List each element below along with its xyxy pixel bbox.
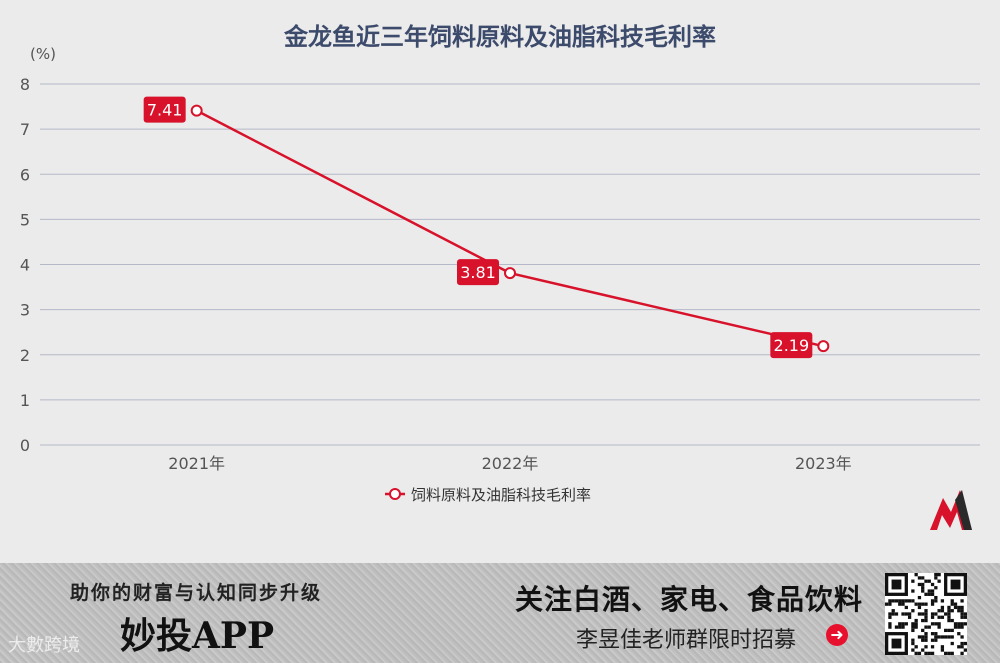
arrow-right-icon[interactable]: ➜ (826, 624, 848, 646)
y-tick-label: 5 (20, 210, 30, 229)
y-tick-label: 6 (20, 165, 30, 184)
legend-label: 饲料原料及油脂科技毛利率 (411, 486, 591, 504)
legend-marker-icon (389, 488, 401, 500)
series-layer: 7.41 3.81 2.19 (143, 96, 830, 359)
y-tick-label: 8 (20, 75, 30, 94)
footer-watermark: 大數跨境 (8, 635, 80, 656)
series-line (196, 109, 824, 348)
x-tick-label: 2022年 (482, 454, 539, 473)
grid-lines (40, 83, 980, 446)
data-label: 7.41 (147, 101, 183, 120)
data-point[interactable] (504, 267, 516, 280)
footer-banner: 助你的财富与认知同步升级 妙投APP 大數跨境 关注白酒、家电、食品饮料 李昱佳… (0, 563, 1000, 663)
data-label: 2.19 (774, 336, 810, 355)
x-tick-label: 2023年 (795, 454, 852, 473)
y-tick-label: 1 (20, 391, 30, 410)
x-tick-label: 2021年 (168, 454, 225, 473)
footer-slogan: 助你的财富与认知同步升级 (70, 582, 323, 604)
footer-promo: 关注白酒、家电、食品饮料 (515, 583, 864, 616)
y-tick-label: 4 (20, 256, 30, 275)
legend[interactable]: 饲料原料及油脂科技毛利率 (385, 486, 591, 504)
data-label-box (457, 259, 499, 286)
brand-logo-icon (930, 490, 972, 530)
data-label: 3.81 (460, 263, 496, 282)
y-unit-label: (%) (30, 45, 56, 63)
qr-code-icon[interactable] (885, 573, 967, 655)
data-label-box (770, 332, 813, 359)
data-label-box (143, 96, 186, 123)
data-point[interactable] (190, 104, 203, 117)
y-tick-label: 3 (20, 301, 30, 320)
footer-app-name: 妙投APP (120, 615, 275, 657)
x-axis-ticks: 2021年 2022年 2023年 (168, 454, 851, 473)
footer-sub-promo: 李昱佳老师群限时招募 (576, 628, 797, 653)
y-tick-label: 7 (20, 120, 30, 139)
y-tick-label: 0 (20, 436, 30, 455)
y-tick-label: 2 (20, 346, 30, 365)
data-point[interactable] (817, 340, 830, 353)
chart-title: 金龙鱼近三年饲料原料及油脂科技毛利率 (283, 23, 716, 51)
y-axis-ticks: 0 1 2 3 4 5 6 7 8 (20, 75, 30, 455)
